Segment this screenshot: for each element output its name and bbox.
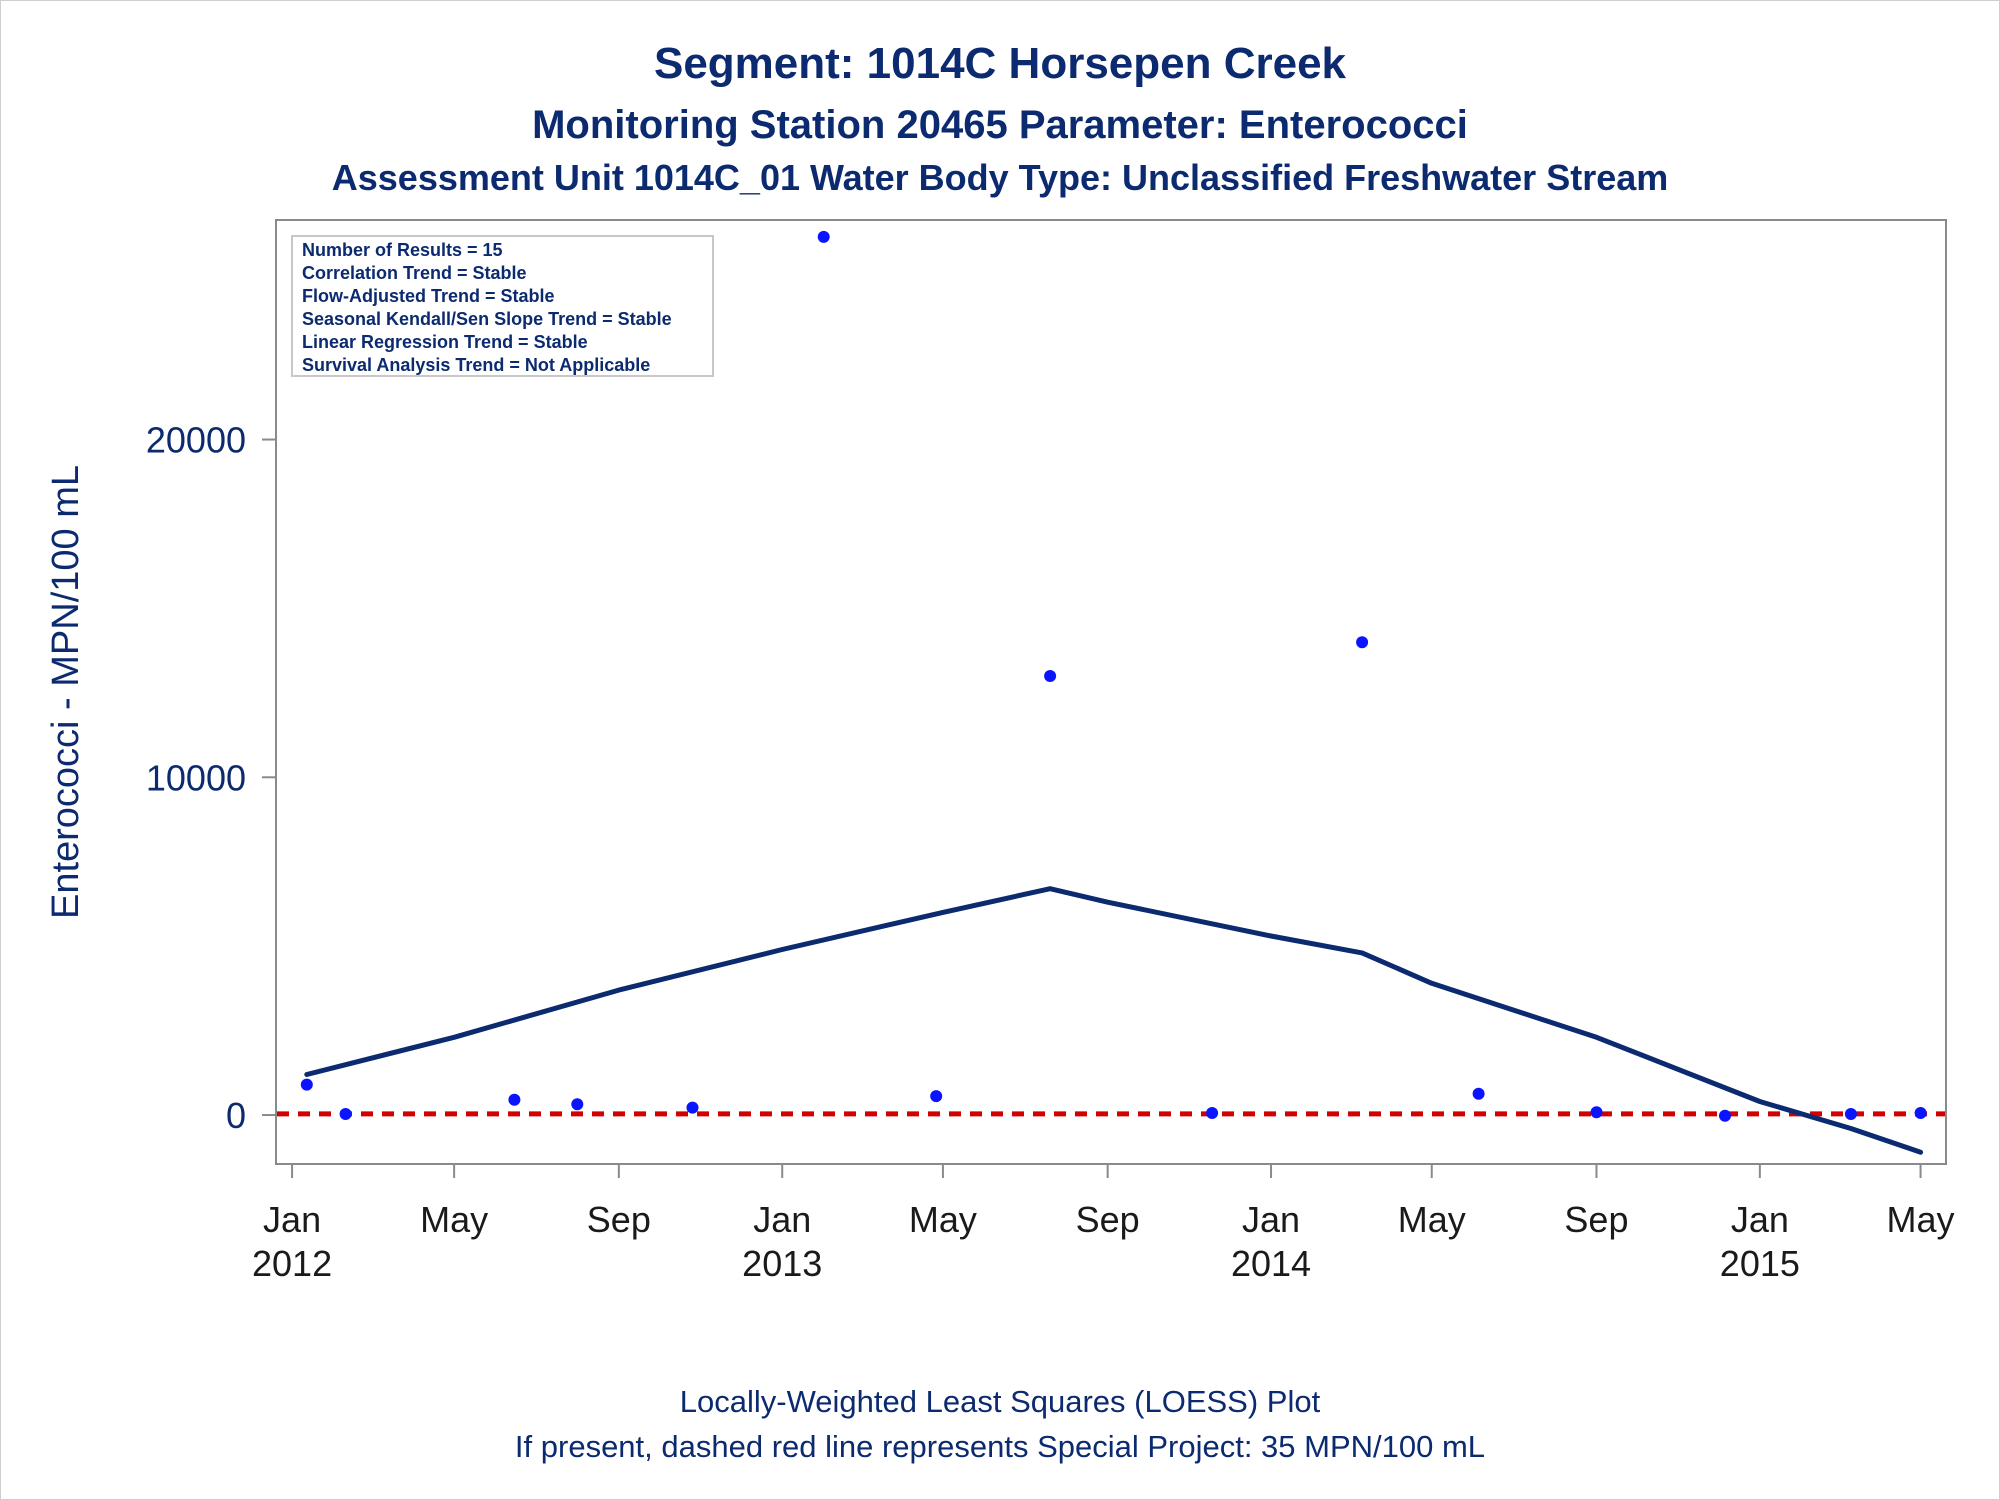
x-tick-label: May	[420, 1199, 488, 1240]
plot-area	[275, 219, 1947, 1165]
y-tick-label: 0	[226, 1095, 246, 1136]
stat-correlation-trend: Correlation Trend = Stable	[302, 263, 527, 283]
footnote-reference: If present, dashed red line represents S…	[515, 1429, 1485, 1464]
data-point	[1472, 1087, 1485, 1100]
footnote-loess: Locally-Weighted Least Squares (LOESS) P…	[680, 1384, 1321, 1419]
chart-subtitle-station: Monitoring Station 20465 Parameter: Ente…	[532, 103, 1468, 147]
y-tick-label: 20000	[146, 420, 246, 461]
x-tick-year-label: 2014	[1231, 1243, 1311, 1284]
data-point	[1914, 1107, 1927, 1119]
data-points	[300, 230, 1927, 1122]
data-point	[300, 1078, 313, 1091]
x-tick-label: May	[909, 1199, 977, 1240]
x-tick-label: Jan	[263, 1199, 321, 1240]
data-point	[571, 1098, 584, 1111]
data-point	[1844, 1108, 1857, 1120]
stat-linear-regression-trend: Linear Regression Trend = Stable	[302, 332, 588, 352]
data-point	[1719, 1109, 1731, 1122]
loess-line-group	[304, 886, 1924, 1155]
stats-box-border	[291, 235, 714, 377]
data-point	[930, 1090, 943, 1103]
x-tick-label: Jan	[1731, 1199, 1789, 1240]
stats-box: Number of Results = 15 Correlation Trend…	[291, 235, 714, 377]
x-tick-label: Jan	[1242, 1199, 1300, 1240]
stat-flow-adjusted-trend: Flow-Adjusted Trend = Stable	[302, 286, 555, 306]
stat-number-of-results: Number of Results = 15	[302, 240, 503, 260]
x-tick-label: May	[1398, 1199, 1466, 1240]
data-point	[1356, 636, 1369, 649]
y-tick-label: 10000	[146, 757, 246, 798]
data-point	[817, 230, 830, 243]
data-point	[339, 1108, 352, 1120]
y-axis: 0 10000 20000	[146, 420, 276, 1136]
x-tick-year-label: 2013	[742, 1243, 822, 1284]
x-tick-label: Sep	[1564, 1199, 1628, 1240]
data-point	[686, 1101, 699, 1114]
chart-subtitle-assessment: Assessment Unit 1014C_01 Water Body Type…	[332, 157, 1669, 198]
x-tick-label: Sep	[1076, 1199, 1140, 1240]
y-axis-label: Enterococci - MPN/100 mL	[45, 465, 87, 919]
data-point	[508, 1093, 521, 1106]
x-tick-label: Sep	[587, 1199, 651, 1240]
stat-survival-analysis-trend: Survival Analysis Trend = Not Applicable	[302, 355, 650, 375]
x-tick-year-label: 2015	[1720, 1243, 1800, 1284]
x-tick-year-label: 2012	[252, 1243, 332, 1284]
data-point	[1590, 1106, 1603, 1119]
x-tick-label: Jan	[753, 1199, 811, 1240]
data-point	[1206, 1107, 1219, 1119]
chart-title: Segment: 1014C Horsepen Creek	[654, 39, 1347, 88]
data-point	[1044, 670, 1057, 682]
loess-curve	[304, 886, 1924, 1155]
stat-seasonal-kendall-trend: Seasonal Kendall/Sen Slope Trend = Stabl…	[302, 309, 672, 329]
x-tick-label: May	[1887, 1199, 1955, 1240]
